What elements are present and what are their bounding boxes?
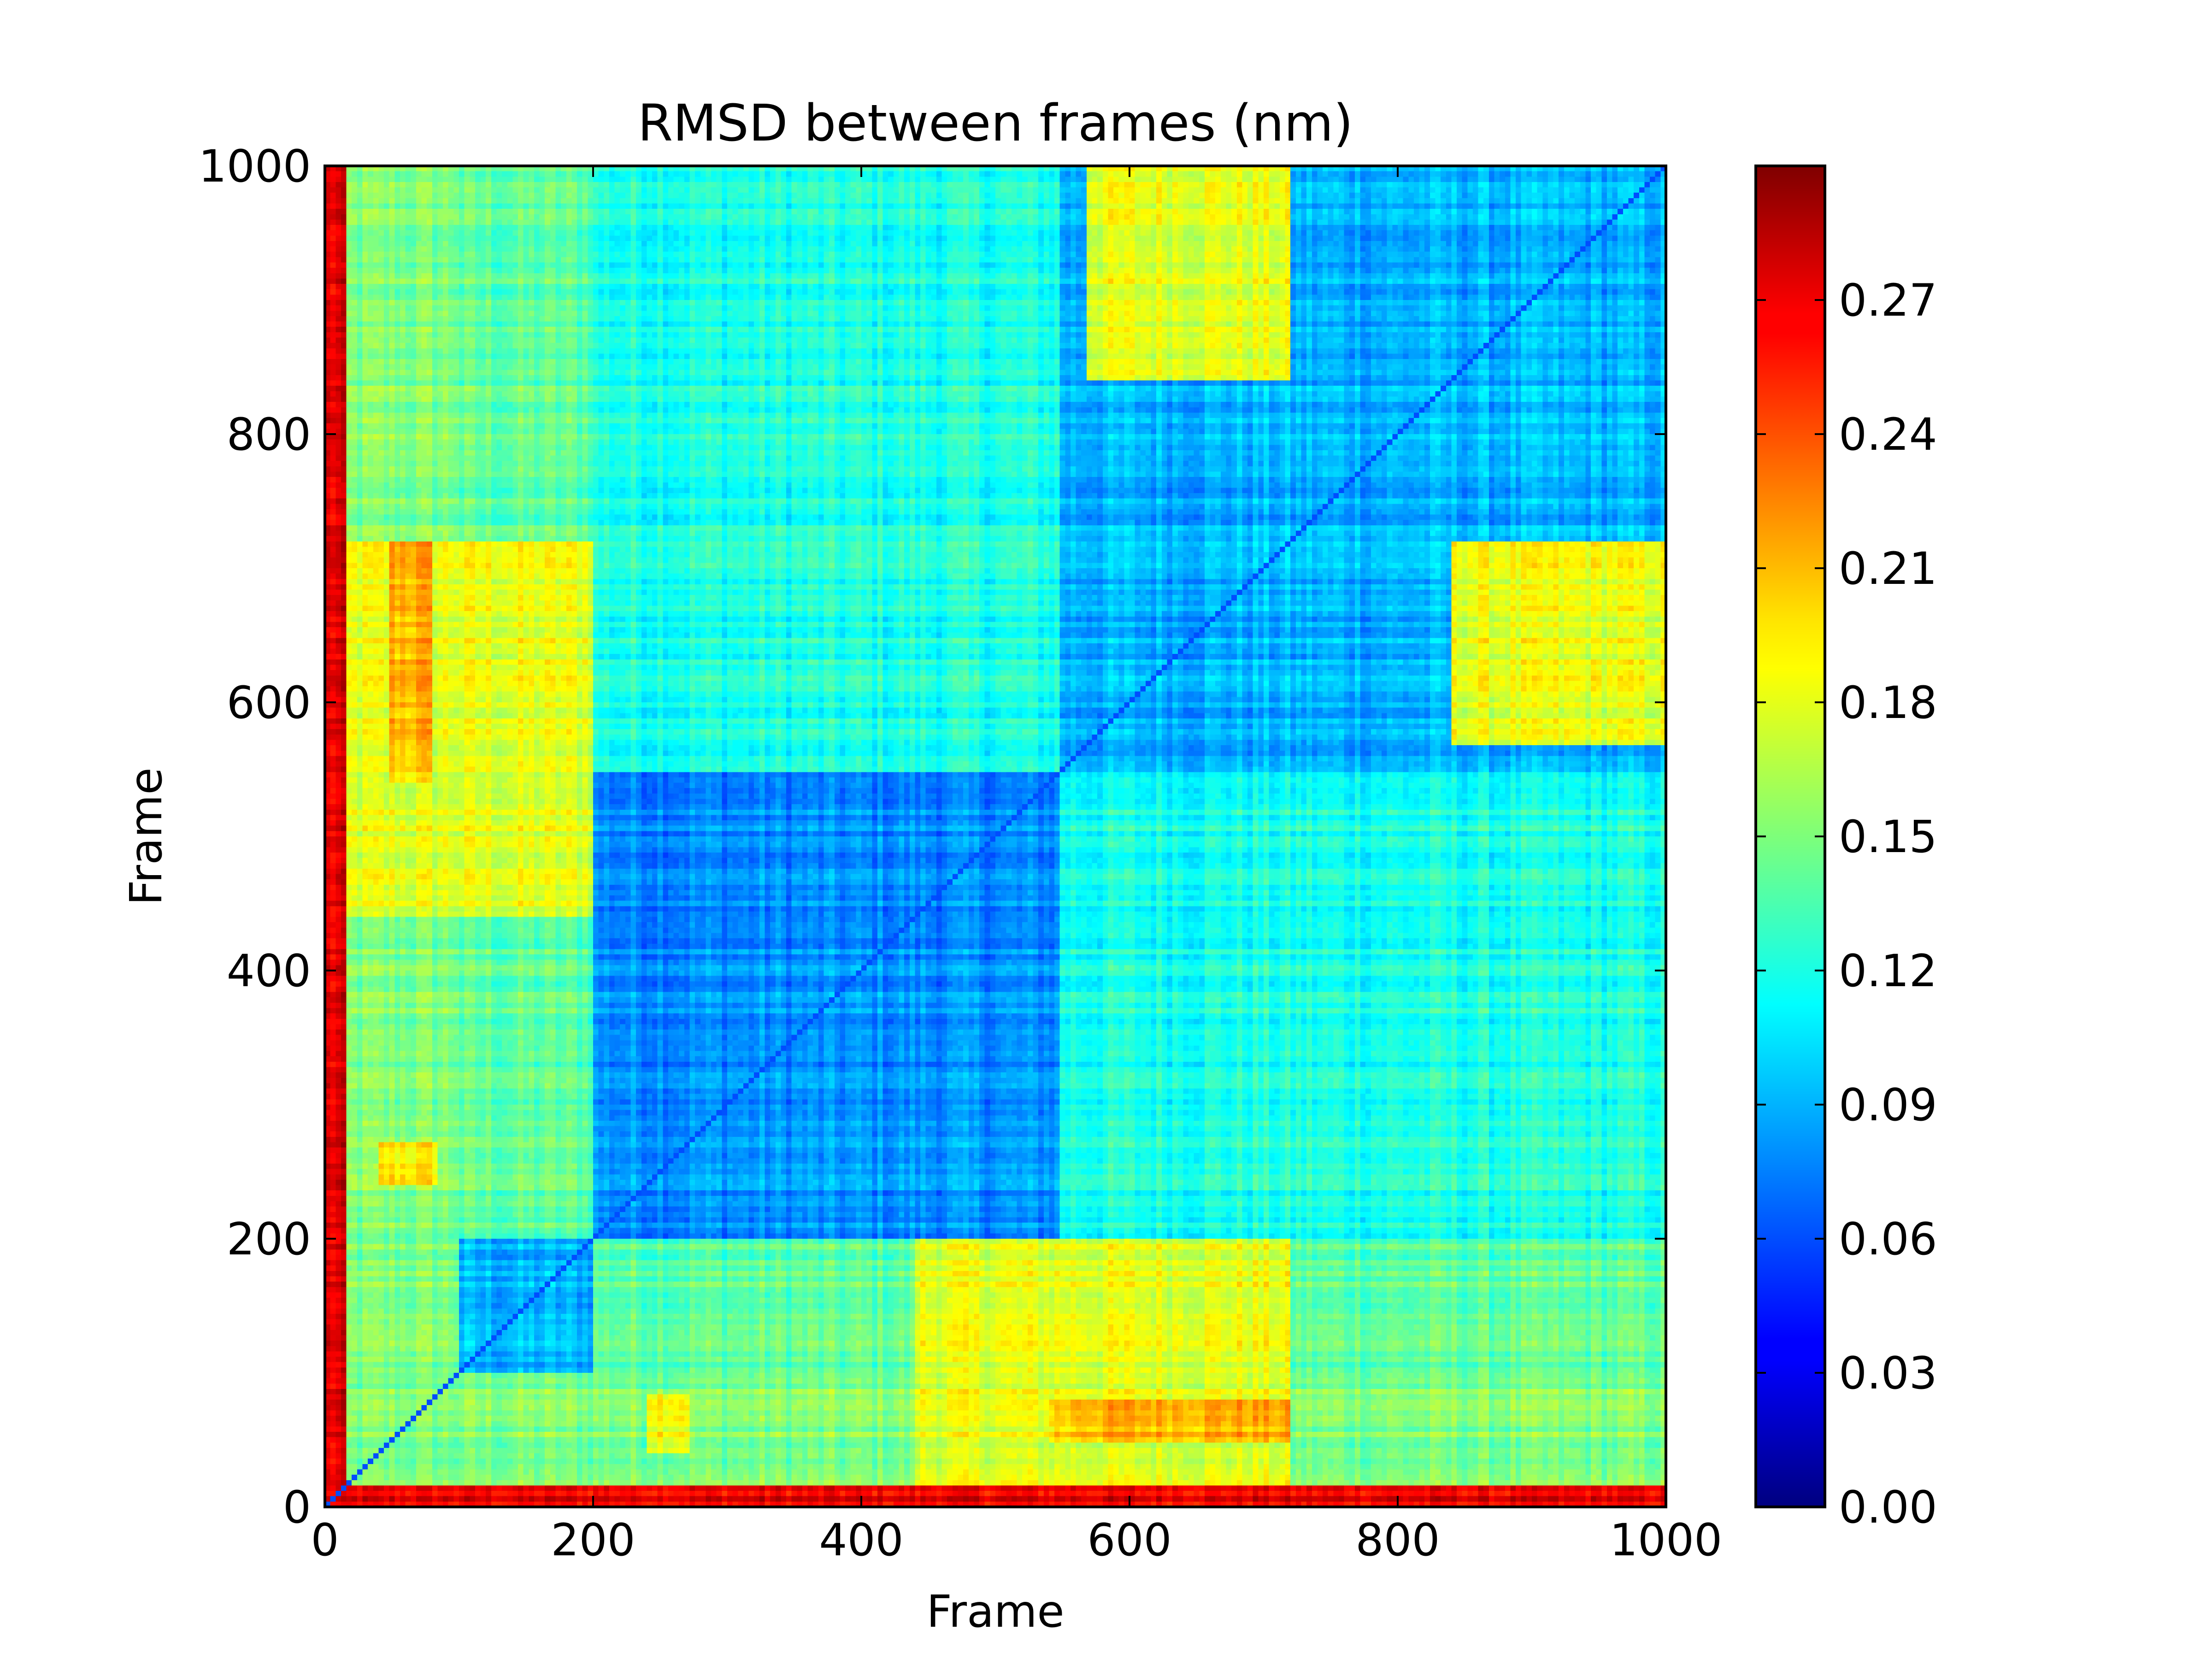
colorbar-tick-label: 0.06: [1839, 1213, 1937, 1265]
colorbar-tick-label: 0.18: [1839, 677, 1937, 729]
y-axis-ticks: 0 200 400 600 800 1000: [199, 141, 1666, 1533]
colorbar-tick-label: 0.12: [1839, 945, 1937, 997]
colorbar-tick-label: 0.15: [1839, 811, 1937, 863]
x-tick-label: 200: [551, 1514, 635, 1566]
colorbar-tick-label: 0.24: [1839, 409, 1937, 460]
heatmap-image-container: [325, 166, 1666, 1507]
y-tick-label: 400: [227, 945, 311, 997]
x-axis-ticks: 0 200 400 600 800 1000: [311, 166, 1722, 1566]
colorbar-tick-label: 0.27: [1839, 275, 1937, 326]
colorbar-tick-label: 0.21: [1839, 543, 1937, 594]
y-tick-label: 200: [227, 1213, 311, 1265]
colorbar-tick-label: 0.03: [1839, 1347, 1937, 1399]
x-tick-label: 800: [1355, 1514, 1440, 1566]
y-tick-label: 600: [227, 677, 311, 729]
colorbar-gradient: [1754, 165, 1826, 1508]
colorbar-ticks: 0.00 0.03 0.06 0.09 0.12 0.15 0.18 0.21 0.24 0.27: [1756, 275, 1937, 1533]
colorbar-tick-label: 0.09: [1839, 1079, 1937, 1131]
x-tick-label: 0: [311, 1514, 339, 1566]
y-axis-label: Frame: [120, 767, 172, 905]
x-axis-label: Frame: [926, 1586, 1064, 1637]
heatmap-image: [325, 166, 1666, 1507]
chart-title: RMSD between frames (nm): [638, 94, 1353, 153]
colorbar: 0.00 0.03 0.06 0.09 0.12 0.15 0.18 0.21 0.24 0.27: [1754, 165, 1937, 1533]
y-tick-label: 1000: [199, 141, 311, 192]
colorbar-tick-label: 0.00: [1839, 1482, 1937, 1533]
y-tick-label: 800: [227, 409, 311, 460]
heatmap: [324, 165, 1667, 1508]
plot-frame: [324, 165, 1667, 1508]
x-tick-label: 1000: [1610, 1514, 1722, 1566]
x-tick-label: 600: [1087, 1514, 1171, 1566]
y-tick-label: 0: [283, 1482, 311, 1533]
x-tick-label: 400: [819, 1514, 903, 1566]
